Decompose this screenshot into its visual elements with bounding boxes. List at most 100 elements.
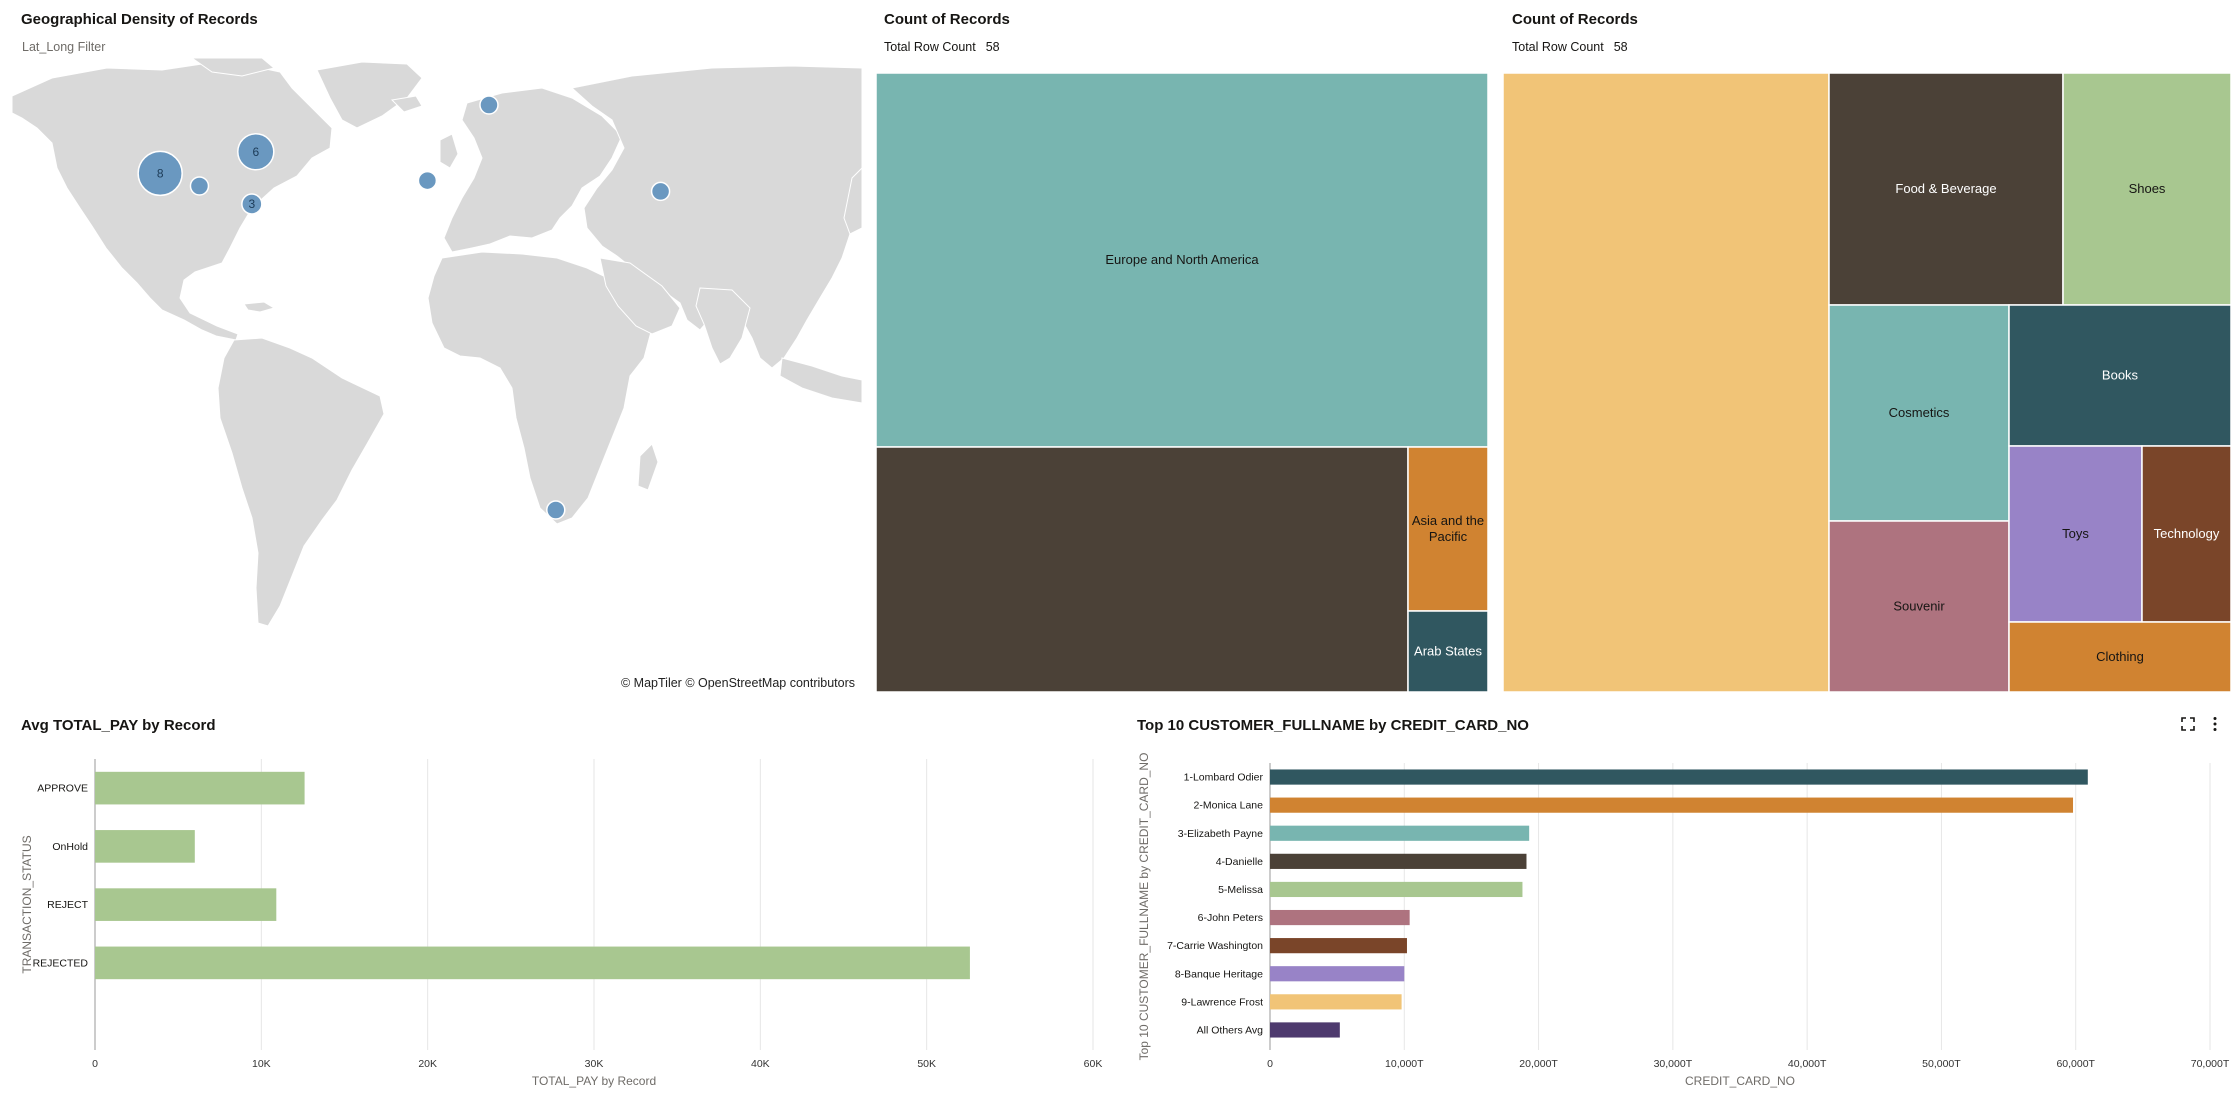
treemap-cell-label: Toys bbox=[2062, 526, 2089, 541]
treemap-cell-0[interactable] bbox=[876, 73, 1488, 448]
treemap-cell-2[interactable] bbox=[1407, 446, 1488, 612]
bar1-title: Avg TOTAL_PAY by Record bbox=[21, 717, 216, 734]
treemap-cell-label: Europe and North America bbox=[1105, 252, 1259, 267]
south-america-land bbox=[217, 337, 385, 627]
bar[interactable] bbox=[1270, 994, 1402, 1010]
x-tick-label: 50,000T bbox=[1922, 1058, 1961, 1070]
x-tick-label: 40K bbox=[751, 1058, 770, 1070]
map-point-7[interactable] bbox=[546, 500, 566, 520]
x-tick-label: 60K bbox=[1084, 1058, 1103, 1070]
treemap-cell-label: Asia and the bbox=[1412, 513, 1484, 528]
treemap-cell-label: Pacific bbox=[1429, 529, 1468, 544]
bar1-chart[interactable]: 0 10K 20K 30K 40K 50K 60K APPROVE OnHold REJECT RE… bbox=[0, 705, 1120, 1095]
category-label: 5-Melissa bbox=[1218, 884, 1263, 896]
bar[interactable] bbox=[1270, 853, 1527, 869]
uk-land bbox=[439, 133, 459, 169]
treemap-category[interactable]: Food & Beverage Shoes Cosmetics Books Souven… bbox=[1503, 73, 2231, 692]
arctic-islands-land bbox=[191, 58, 276, 77]
map-title: Geographical Density of Records bbox=[21, 11, 258, 28]
row-count-value: 58 bbox=[985, 40, 1000, 54]
treemap-cell-1[interactable] bbox=[876, 446, 1409, 692]
category-label: REJECTED bbox=[33, 957, 89, 969]
bar[interactable] bbox=[1270, 797, 2074, 813]
treemap-cell-label: Technology bbox=[2154, 526, 2220, 541]
treemap-cell-label: Arab States bbox=[1414, 644, 1482, 659]
treemap-cell-4[interactable] bbox=[2008, 304, 2231, 447]
x-tick-label: 70,000T bbox=[2191, 1058, 2230, 1070]
map-point-5[interactable] bbox=[417, 170, 438, 191]
category-label: OnHold bbox=[52, 841, 88, 853]
bar2-title: Top 10 CUSTOMER_FULLNAME by CREDIT_CARD_… bbox=[1137, 717, 1529, 734]
category-label: 1-Lombard Odier bbox=[1184, 772, 1264, 784]
avg-total-pay-panel: Avg TOTAL_PAY by Record 0 10K 20K 30K 40K 50K… bbox=[0, 705, 1120, 1095]
treemap-cell-label: Books bbox=[2102, 368, 2139, 383]
treemap-cell-8[interactable] bbox=[2008, 621, 2231, 692]
x-tick-label: 0 bbox=[1267, 1058, 1273, 1070]
row-count-value: 58 bbox=[1613, 40, 1628, 54]
bar[interactable] bbox=[1270, 769, 2088, 785]
treemap-cell-0[interactable] bbox=[1503, 73, 1830, 692]
treemap-cell-3[interactable] bbox=[1407, 610, 1488, 692]
caribbean-land bbox=[243, 301, 276, 313]
bar2-chart[interactable]: 0 10,000T 20,000T 30,000T 40,000T 50,000T 60,0… bbox=[1130, 705, 2232, 1095]
treemap-category-title: Count of Records bbox=[1512, 11, 1638, 28]
map-point-0[interactable] bbox=[137, 150, 183, 197]
bar[interactable] bbox=[1270, 938, 1407, 954]
treemap-category-row-count: Total Row Count 58 bbox=[1512, 40, 1628, 54]
europe-land bbox=[443, 87, 623, 253]
madagascar-land bbox=[637, 443, 659, 491]
category-label: APPROVE bbox=[37, 783, 88, 795]
map-point-6[interactable] bbox=[650, 181, 671, 202]
category-label: All Others Avg bbox=[1197, 1024, 1263, 1036]
top10-customer-panel: Top 10 CUSTOMER_FULLNAME by CREDIT_CARD_… bbox=[1130, 705, 2232, 1095]
bar[interactable] bbox=[1270, 966, 1405, 982]
bar[interactable] bbox=[95, 830, 195, 863]
map-point-3[interactable] bbox=[189, 176, 210, 196]
category-label: 8-Banque Heritage bbox=[1175, 968, 1263, 980]
treemap-region[interactable]: Europe and North America Asia and thePaci… bbox=[876, 73, 1488, 692]
treemap-region-panel: Count of Records Total Row Count 58 Europ… bbox=[870, 0, 1495, 700]
x-tick-label: 20,000T bbox=[1519, 1058, 1558, 1070]
treemap-region-title: Count of Records bbox=[884, 11, 1010, 28]
x-tick-label: 10K bbox=[252, 1058, 271, 1070]
map-attribution: © MapTiler © OpenStreetMap contributors bbox=[621, 676, 856, 690]
treemap-cell-3[interactable] bbox=[1828, 304, 2010, 522]
bar[interactable] bbox=[1270, 825, 1530, 841]
x-axis-title: CREDIT_CARD_NO bbox=[1685, 1074, 1795, 1088]
treemap-cell-5[interactable] bbox=[1828, 520, 2010, 692]
bar[interactable] bbox=[1270, 909, 1410, 926]
map-point-label: 3 bbox=[249, 197, 256, 211]
japan-land bbox=[843, 167, 862, 235]
map-points: 8 6 3 bbox=[137, 95, 671, 520]
world-map[interactable]: 8 6 3 bbox=[12, 58, 862, 691]
x-tick-label: 50K bbox=[917, 1058, 936, 1070]
treemap-cell-7[interactable] bbox=[2141, 445, 2231, 623]
treemap-category-panel: Count of Records Total Row Count 58 Food … bbox=[1497, 0, 2232, 700]
treemap-cell-6[interactable] bbox=[2008, 445, 2143, 623]
bar[interactable] bbox=[95, 946, 970, 980]
india-land bbox=[695, 287, 751, 365]
greenland-land bbox=[316, 61, 423, 129]
treemap-region-row-count: Total Row Count 58 bbox=[884, 40, 1000, 54]
map-point-2[interactable] bbox=[241, 193, 263, 215]
x-tick-label: 20K bbox=[418, 1058, 437, 1070]
se-asia-islands-land bbox=[779, 357, 862, 404]
map-point-4[interactable] bbox=[479, 95, 499, 115]
map-point-1[interactable] bbox=[237, 133, 275, 171]
map-subtitle: Lat_Long Filter bbox=[22, 40, 106, 54]
x-tick-label: 40,000T bbox=[1788, 1058, 1827, 1070]
more-options-icon[interactable] bbox=[2207, 716, 2223, 732]
bar[interactable] bbox=[95, 771, 305, 805]
iceland-land bbox=[390, 95, 423, 113]
x-tick-label: 0 bbox=[92, 1058, 98, 1070]
treemap-cell-2[interactable] bbox=[2062, 73, 2231, 306]
expand-icon[interactable] bbox=[2180, 716, 2196, 732]
treemap-cell-label: Clothing bbox=[2096, 649, 2144, 664]
bar[interactable] bbox=[1270, 1022, 1340, 1038]
landmasses bbox=[12, 58, 862, 627]
bar[interactable] bbox=[95, 888, 277, 921]
bar[interactable] bbox=[1270, 881, 1523, 898]
row-count-label: Total Row Count bbox=[884, 40, 976, 54]
treemap-cell-label: Souvenir bbox=[1893, 599, 1945, 614]
map-panel: Geographical Density of Records Lat_Long… bbox=[0, 0, 870, 700]
